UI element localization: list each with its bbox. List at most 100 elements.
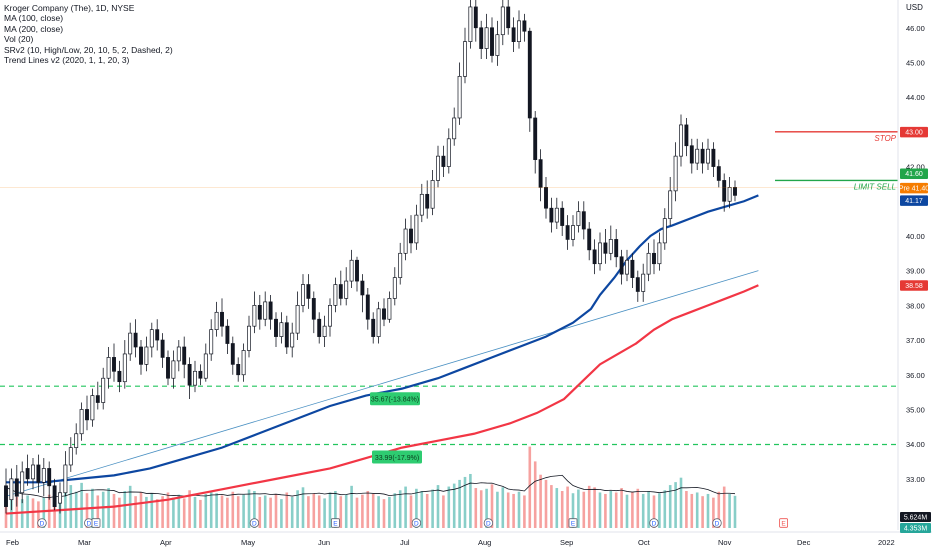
dividend-marker-5 [411,518,422,528]
price-tick-label-8: 39.00 [906,267,925,276]
event-marker-label-7: E [571,521,576,528]
candle-body-57 [311,298,316,320]
candle-body-47 [257,305,262,320]
support-lines [0,385,898,446]
volume-bar-7 [42,497,46,528]
indicator-ma200[interactable]: MA (200, close) [4,23,64,34]
volume-bar-46 [253,491,256,528]
candle-body-28 [155,329,160,341]
volume-bar-67 [366,491,370,528]
candle-body-78 [425,193,430,209]
volume-bar-123 [668,485,672,528]
candle-body-58 [317,318,322,337]
candle-body-63 [344,280,349,299]
candle-body-66 [360,280,365,296]
volume-bar-91 [496,491,499,528]
volume-bar-127 [690,493,694,528]
event-marker-label-8: D [652,521,657,528]
candle-body-107 [581,211,586,230]
indicator-ma100[interactable]: MA (100, close) [4,13,64,24]
volume-bar-80 [436,485,440,528]
candle-body-44 [241,350,246,376]
time-axis[interactable]: Feb Mar Apr May Jun Jul Aug Sep Oct Nov Dec 2022 [0,531,932,547]
volume-bar-36 [199,499,202,528]
candle-body-82 [446,138,451,167]
volume-bar-34 [188,490,191,528]
trend-line-segment [5,270,759,497]
volume-bar-130 [706,493,710,528]
volume-bar-39 [215,493,218,528]
candle-body-105 [571,225,575,240]
time-tick-label-5: Jul [400,538,410,547]
volume-bar-42 [231,491,235,528]
price-tag-bg-1 [900,168,928,179]
volume-tag-label-0: 5.624M [904,515,928,522]
time-tick-label-6: Aug [478,538,491,547]
price-axis[interactable]: 46.0045.0044.0043.0042.0041.4041.0040.00… [897,0,932,550]
candle-body-50 [274,318,278,337]
volume-bar-129 [701,496,704,528]
trend-line [5,270,759,497]
event-marker-label-10: E [781,521,786,528]
volume-bar-108 [587,485,591,528]
volume-bar-33 [182,498,186,528]
price-levels: STOP LIMIT SELL [0,131,898,191]
volume-bar-96 [523,495,526,528]
currency-label: USD [906,3,923,12]
volume-bar-82 [447,486,451,528]
volume-bar-57 [312,493,316,528]
volume-bar-75 [409,495,413,528]
candle-body-46 [252,305,257,327]
candle-body-81 [441,155,446,167]
candle-body-15 [85,409,89,421]
candle-body-43 [236,364,241,376]
ma200-line [5,284,759,515]
indicator-srv2[interactable]: SRv2 (10, High/Low, 20, 10, 5, 2, Dashed… [4,44,173,55]
volume-bar-21 [118,497,121,528]
candle-body-59 [322,325,327,337]
level-label-1: LIMIT SELL [854,182,896,191]
volume-bar-93 [506,492,510,528]
volume-bar-48 [263,495,267,528]
candle-body-29 [160,339,165,358]
price-tick-label-11: 36.00 [906,371,925,380]
candle-body-48 [263,301,268,320]
earnings-marker-10 [779,518,788,528]
indicator-trend-lines[interactable]: Trend Lines v2 (2020, 1, 1, 20, 3) [4,55,130,66]
candle-body-129 [700,148,705,164]
symbol-title[interactable]: Kroger Company (The), 1D, NYSE [4,3,135,13]
volume-bar-81 [442,495,445,528]
candle-body-25 [139,346,143,365]
volume-bar-28 [155,499,159,528]
candle-body-12 [68,447,73,466]
candle-body-100 [544,187,548,209]
candle-body-55 [301,284,305,306]
price-tick-label-12: 35.00 [906,405,925,414]
volume-bar-65 [355,497,359,528]
candle-body-124 [673,155,678,192]
candle-body-38 [209,329,214,355]
support-callout-label-1: 33.99(-17.9%) [375,455,419,462]
candle-body-95 [517,20,521,42]
candles[interactable] [4,0,737,514]
volume-bar-55 [301,487,305,528]
candle-body-33 [182,346,187,365]
price-tick-label-10: 37.00 [906,336,925,345]
event-marker-label-1: D [86,521,91,528]
dividend-marker-9 [712,518,722,528]
candle-body-86 [468,6,473,42]
candle-body-35 [193,370,197,386]
volume-bar-113 [614,492,618,528]
volume-bar-32 [177,494,181,528]
volume-bar-124 [674,482,677,528]
volume-bar-35 [193,496,197,528]
indicator-volume[interactable]: Vol (20) [4,34,34,45]
candle-body-128 [695,148,700,164]
candle-body-135 [733,187,737,196]
candle-body-73 [398,252,403,278]
volume-bar-66 [361,494,364,528]
support-labels: 35.67(-13.84%) 33.99(-17.9%) [370,392,422,464]
time-tick-label-10: Dec [797,538,811,547]
